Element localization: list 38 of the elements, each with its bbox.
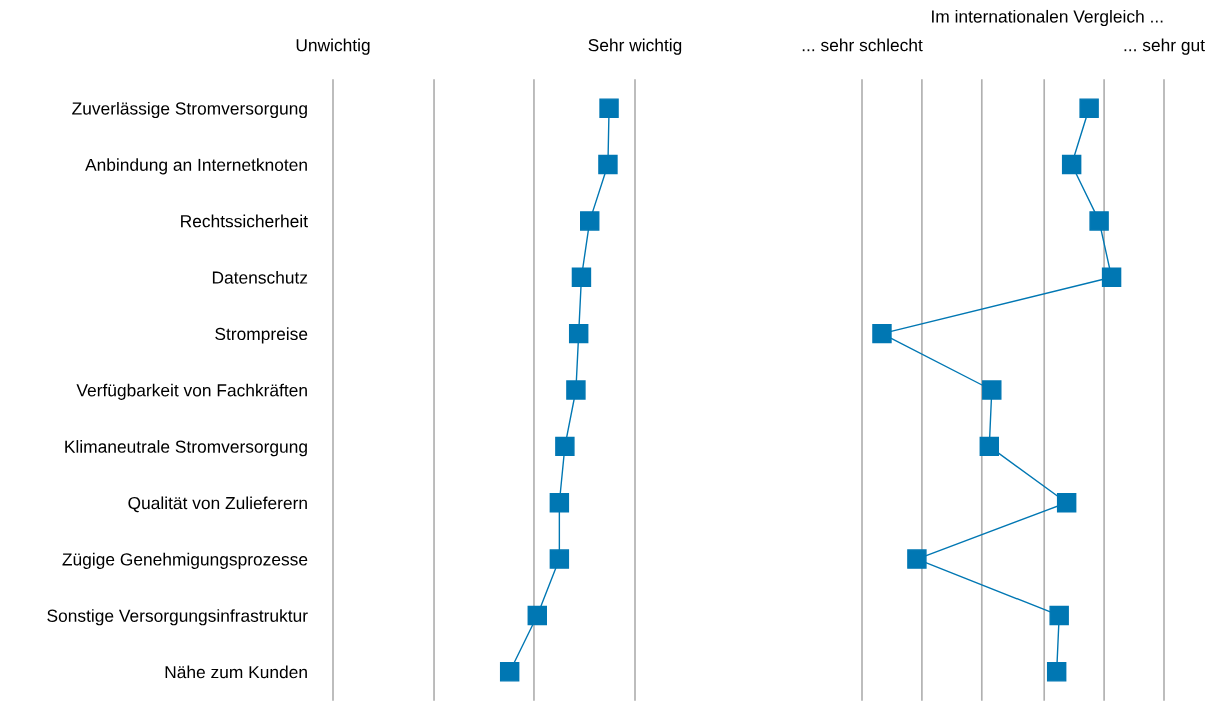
point bbox=[599, 98, 619, 118]
y-tick-label: Zügige Genehmigungsprozesse bbox=[62, 552, 308, 569]
point bbox=[872, 323, 892, 344]
point bbox=[1089, 211, 1109, 231]
y-tick-label: Zuverlässige Stromversorgung bbox=[72, 101, 307, 119]
point bbox=[549, 493, 570, 513]
point bbox=[982, 380, 1002, 400]
chart-title: Im internationalen Vergleich ... bbox=[932, 9, 1163, 27]
ref-line-label: Unwichtig bbox=[296, 38, 370, 55]
point bbox=[499, 662, 520, 682]
point bbox=[527, 605, 548, 626]
y-tick-label: Sonstige Versorgungsinfrastruktur bbox=[47, 609, 308, 626]
point bbox=[1056, 493, 1077, 513]
point bbox=[568, 323, 589, 344]
point bbox=[571, 267, 592, 287]
point bbox=[979, 436, 1000, 457]
point bbox=[1046, 662, 1067, 682]
y-tick-label: Qualität von Zulieferern bbox=[128, 496, 307, 513]
y-tick-label: Anbindung an Internetknoten bbox=[85, 158, 307, 175]
y-tick-label: Klimaneutrale Stromversorgung bbox=[65, 440, 307, 457]
ref-line-label: ... sehr gut bbox=[1124, 38, 1205, 55]
point bbox=[549, 549, 570, 569]
point bbox=[907, 549, 927, 569]
y-tick-label: Nähe zum Kunden bbox=[165, 665, 307, 679]
y-tick-label: Verfügbarkeit von Fachkräften bbox=[76, 383, 307, 400]
point bbox=[566, 380, 586, 400]
point bbox=[555, 436, 575, 457]
point bbox=[1079, 98, 1099, 118]
point bbox=[1049, 605, 1069, 626]
point bbox=[580, 211, 600, 231]
point bbox=[598, 154, 618, 175]
y-tick-label: Strompreise bbox=[215, 327, 308, 344]
y-tick-label: Datenschutz bbox=[212, 270, 308, 284]
y-tick-label: Rechtssicherheit bbox=[181, 214, 308, 228]
point bbox=[1061, 154, 1082, 175]
ref-line-label: ... sehr schlecht bbox=[802, 38, 923, 52]
ref-line-label: Sehr wichtig bbox=[588, 38, 682, 55]
point bbox=[1101, 267, 1122, 287]
